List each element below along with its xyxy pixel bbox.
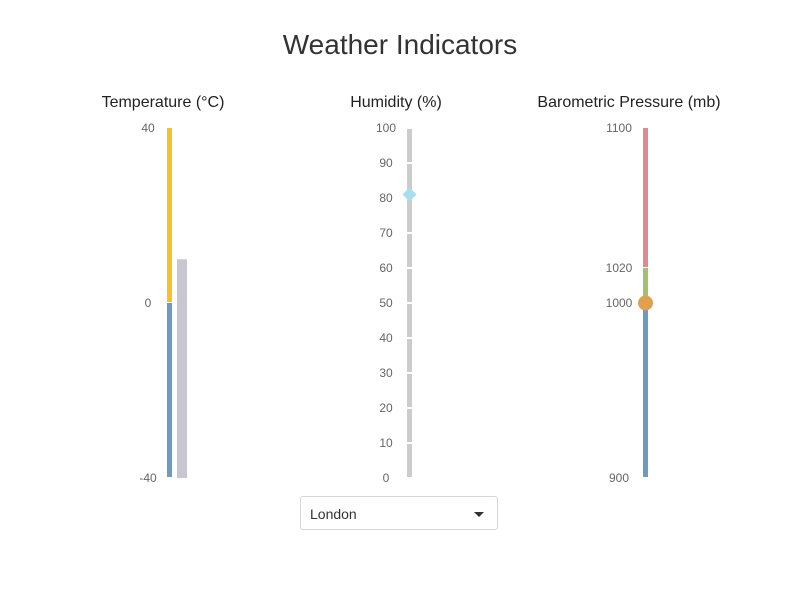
humidity-tick-label: 80 [379,191,393,205]
humidity-track-segment [407,304,412,337]
temperature-tick-label: 0 [145,296,152,310]
humidity-track-segment [407,374,412,407]
humidity-marker [402,187,417,202]
temperature-title: Temperature (°C) [102,94,225,111]
temperature-tick-label: 40 [141,121,155,135]
humidity-track-segment [407,164,412,197]
humidity-tick-label: 40 [379,331,393,345]
humidity-track-segment [407,339,412,372]
pressure-band [643,303,648,477]
temperature-band [167,128,172,302]
temperature-tick-label: -40 [139,471,157,485]
pressure-tick-label: 900 [609,471,629,485]
humidity-tick-label: 60 [379,261,393,275]
humidity-tick-label: 0 [383,471,390,485]
gauge-marks: 400-401009080706050403020100110010201000… [139,121,653,485]
temperature-value-bar [177,259,187,478]
humidity-tick-label: 30 [379,366,393,380]
humidity-tick-label: 50 [379,296,393,310]
humidity-tick-label: 10 [379,436,393,450]
page-title: Weather Indicators [282,29,518,60]
humidity-tick-label: 20 [379,401,393,415]
pressure-tick-label: 1020 [606,261,633,275]
humidity-track-segment [407,234,412,267]
location-select-value: London [310,506,357,522]
pressure-tick-label: 1100 [606,121,632,135]
chevron-down-icon [474,512,484,517]
location-select[interactable]: London [300,496,498,530]
pressure-band [643,268,648,302]
pressure-tick-label: 1000 [606,296,633,310]
pressure-title: Barometric Pressure (mb) [537,94,720,111]
pressure-band [643,128,648,267]
humidity-title: Humidity (%) [350,94,442,111]
humidity-tick-label: 100 [376,121,396,135]
pressure-marker [638,295,653,311]
humidity-tick-label: 90 [379,156,393,170]
humidity-track-segment [407,269,412,302]
humidity-track-segment [407,129,412,162]
humidity-track-segment [407,444,412,477]
humidity-track-segment [407,199,412,232]
temperature-band [167,303,172,477]
humidity-track-segment [407,409,412,442]
humidity-tick-label: 70 [379,226,393,240]
